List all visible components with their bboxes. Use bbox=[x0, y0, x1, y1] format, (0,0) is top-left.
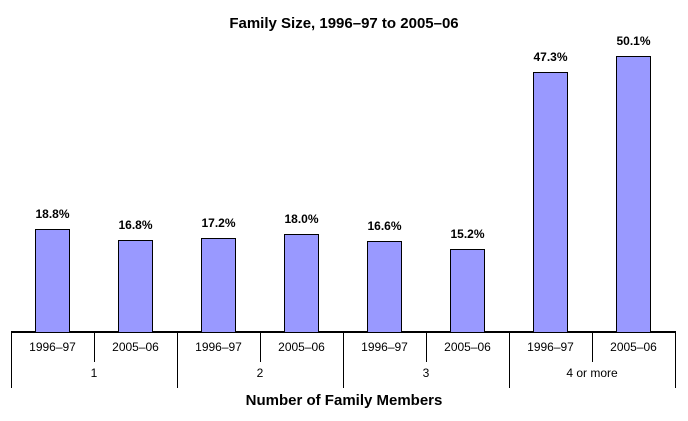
group-boundary-tick bbox=[11, 331, 12, 388]
bar-group1-1996-97 bbox=[35, 229, 70, 333]
group-tick-label: 2 bbox=[256, 365, 264, 380]
year-divider-tick bbox=[260, 331, 261, 362]
year-tick-label: 2005–06 bbox=[278, 340, 325, 354]
year-tick-label: 1996–97 bbox=[361, 340, 408, 354]
year-tick-label: 1996–97 bbox=[527, 340, 574, 354]
year-divider-tick bbox=[426, 331, 427, 362]
bar-group4-2005-06 bbox=[616, 56, 651, 333]
year-tick-label: 2005–06 bbox=[444, 340, 491, 354]
year-tick-label: 1996–97 bbox=[29, 340, 76, 354]
year-tick-label: 2005–06 bbox=[610, 340, 657, 354]
group-tick-label: 1 bbox=[90, 365, 98, 380]
chart-title: Family Size, 1996–97 to 2005–06 bbox=[229, 15, 459, 32]
bar-group3-2005-06 bbox=[450, 249, 485, 333]
bar-value-label: 17.2% bbox=[201, 216, 236, 230]
bar-group3-1996-97 bbox=[367, 241, 402, 333]
group-tick-label: 3 bbox=[422, 365, 430, 380]
bar-value-label: 18.0% bbox=[284, 212, 319, 226]
bar-value-label: 18.8% bbox=[35, 207, 70, 221]
year-divider-tick bbox=[592, 331, 593, 362]
bar-value-label: 16.6% bbox=[367, 219, 402, 233]
bar-value-label: 15.2% bbox=[450, 227, 485, 241]
bar-value-label: 16.8% bbox=[118, 218, 153, 232]
bar-value-label: 47.3% bbox=[533, 50, 568, 64]
bar-group1-2005-06 bbox=[118, 240, 153, 333]
bar-group2-2005-06 bbox=[284, 234, 319, 333]
x-axis-title: Number of Family Members bbox=[245, 392, 443, 409]
group-boundary-tick bbox=[177, 331, 178, 388]
bar-group4-1996-97 bbox=[533, 72, 568, 333]
group-boundary-tick bbox=[509, 331, 510, 388]
group-boundary-tick bbox=[343, 331, 344, 388]
year-tick-label: 1996–97 bbox=[195, 340, 242, 354]
group-tick-label: 4 or more bbox=[566, 365, 618, 380]
year-tick-label: 2005–06 bbox=[112, 340, 159, 354]
year-divider-tick bbox=[94, 331, 95, 362]
group-boundary-tick bbox=[675, 331, 676, 388]
bar-value-label: 50.1% bbox=[616, 34, 651, 48]
bar-group2-1996-97 bbox=[201, 238, 236, 333]
